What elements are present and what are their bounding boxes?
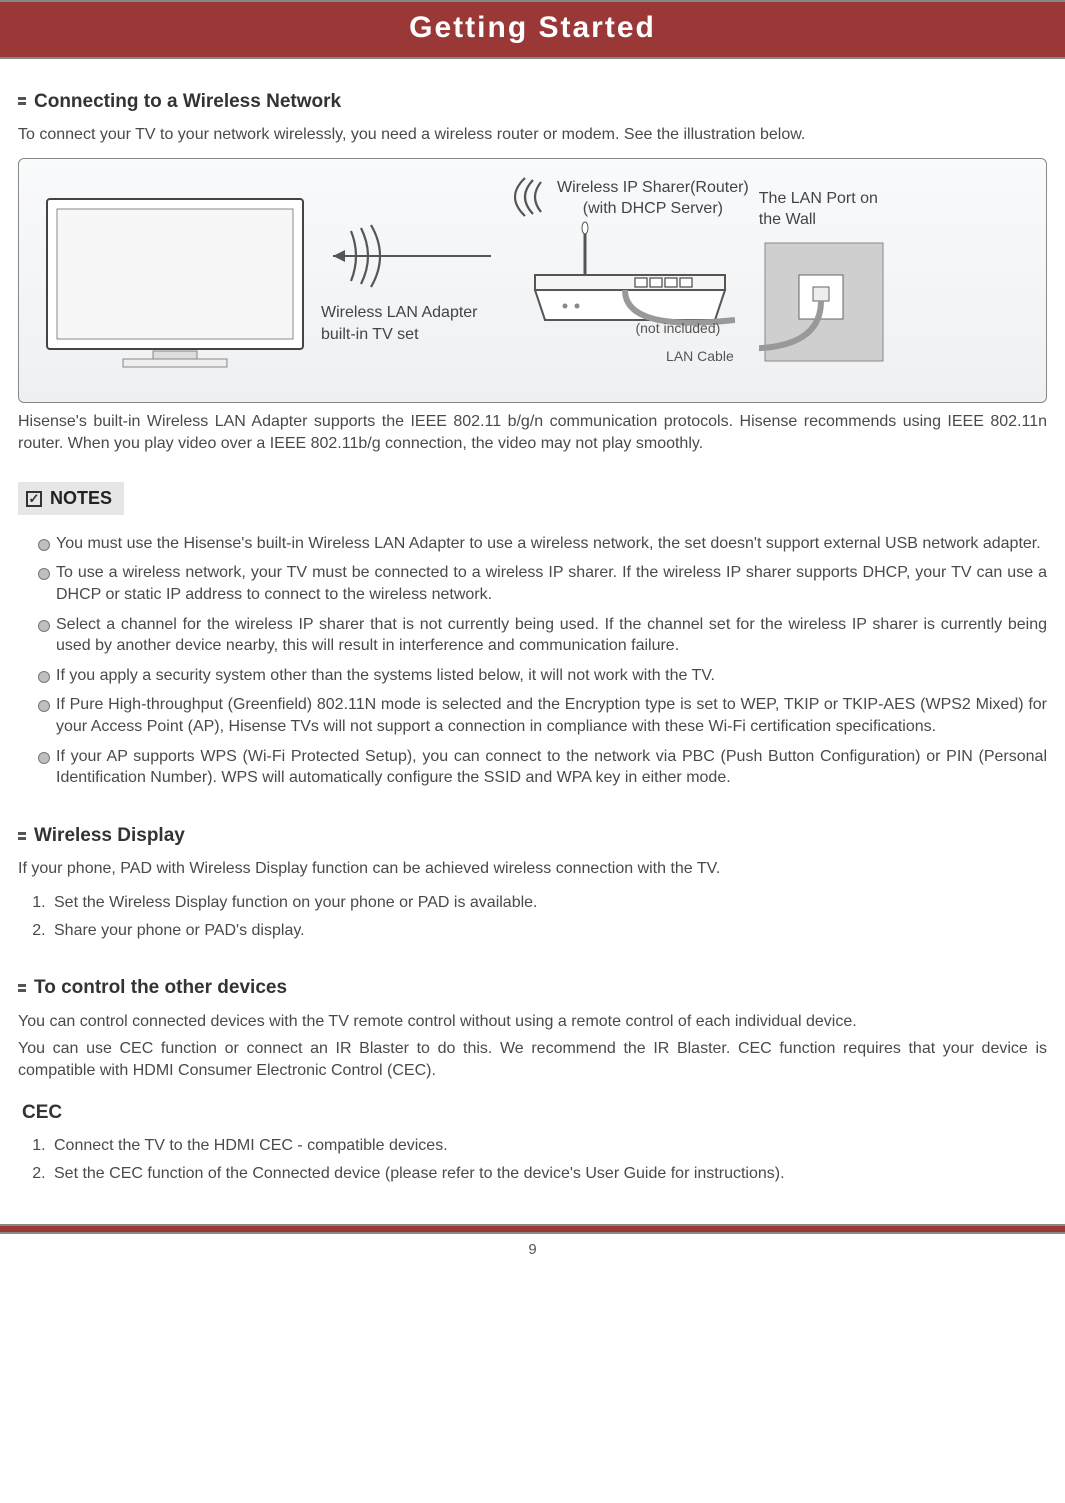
page-number: 9 bbox=[18, 1240, 1047, 1260]
list-item: Share your phone or PAD's display. bbox=[50, 920, 1047, 942]
heading-text: To control the other devices bbox=[34, 975, 287, 1001]
router-label-line1: Wireless IP Sharer(Router) bbox=[557, 177, 749, 199]
router-label-line2: (with DHCP Server) bbox=[557, 198, 749, 220]
adapter-label-line2: built-in TV set bbox=[321, 324, 501, 346]
list-item: Set the CEC function of the Connected de… bbox=[50, 1163, 1047, 1185]
wireless-waves-icon bbox=[321, 216, 501, 296]
heading-bullet-icon bbox=[18, 984, 26, 992]
wall-label-line1: The LAN Port on bbox=[759, 188, 889, 210]
heading-bullet-icon bbox=[18, 832, 26, 840]
heading-text: Connecting to a Wireless Network bbox=[34, 89, 341, 115]
notes-list: You must use the Hisense's built-in Wire… bbox=[18, 533, 1047, 789]
page-title: Getting Started bbox=[0, 8, 1065, 49]
notes-item: Select a channel for the wireless IP sha… bbox=[38, 614, 1047, 657]
section2-intro: If your phone, PAD with Wireless Display… bbox=[18, 858, 1047, 880]
footer-bar bbox=[0, 1224, 1065, 1234]
notes-label: NOTES bbox=[50, 486, 112, 510]
notes-item: If Pure High-throughput (Greenfield) 802… bbox=[38, 694, 1047, 737]
section1-intro: To connect your TV to your network wirel… bbox=[18, 124, 1047, 146]
wireless-display-steps: Set the Wireless Display function on you… bbox=[18, 892, 1047, 941]
notes-heading: ✓ NOTES bbox=[18, 482, 124, 514]
notes-item: You must use the Hisense's built-in Wire… bbox=[38, 533, 1047, 555]
tv-icon bbox=[43, 191, 311, 371]
notes-item: If your AP supports WPS (Wi-Fi Protected… bbox=[38, 746, 1047, 789]
not-included-label: (not included) bbox=[559, 319, 797, 338]
cec-heading: CEC bbox=[22, 1100, 1047, 1126]
adapter-label-line1: Wireless LAN Adapter bbox=[321, 302, 501, 324]
section1-after-illus: Hisense's built-in Wireless LAN Adapter … bbox=[18, 411, 1047, 454]
section3-p2: You can use CEC function or connect an I… bbox=[18, 1038, 1047, 1081]
section-heading-wireless-network: Connecting to a Wireless Network bbox=[18, 89, 1047, 115]
section-heading-control-devices: To control the other devices bbox=[18, 975, 1047, 1001]
notes-item: If you apply a security system other tha… bbox=[38, 665, 1047, 687]
heading-bullet-icon bbox=[18, 97, 26, 105]
illustration-frame: Wireless LAN Adapter built-in TV set Wir… bbox=[18, 158, 1047, 404]
router-signal-icon bbox=[511, 177, 551, 217]
page-header: Getting Started bbox=[0, 0, 1065, 59]
heading-text: Wireless Display bbox=[34, 823, 185, 849]
cec-steps: Connect the TV to the HDMI CEC - compati… bbox=[18, 1135, 1047, 1184]
list-item: Set the Wireless Display function on you… bbox=[50, 892, 1047, 914]
list-item: Connect the TV to the HDMI CEC - compati… bbox=[50, 1135, 1047, 1157]
section-heading-wireless-display: Wireless Display bbox=[18, 823, 1047, 849]
checkbox-icon: ✓ bbox=[26, 491, 42, 507]
wall-label-line2: the Wall bbox=[759, 209, 889, 231]
section3-p1: You can control connected devices with t… bbox=[18, 1011, 1047, 1033]
notes-item: To use a wireless network, your TV must … bbox=[38, 562, 1047, 605]
lan-cable-label: LAN Cable bbox=[581, 347, 819, 366]
